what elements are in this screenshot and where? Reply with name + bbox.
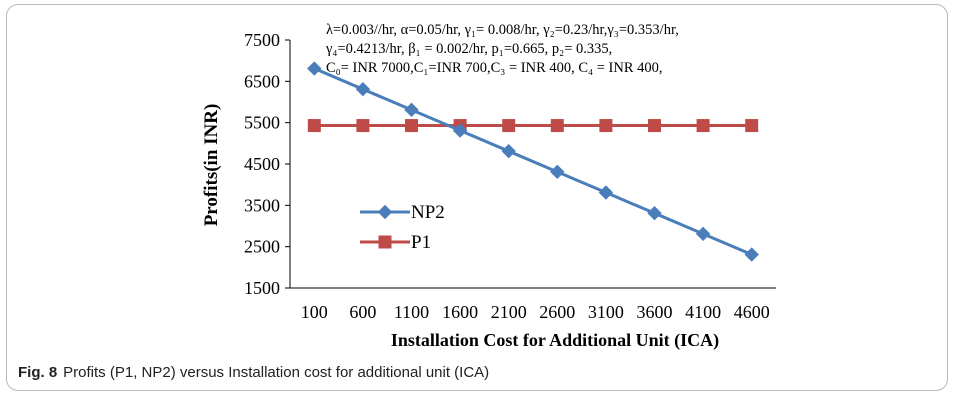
series-np2 xyxy=(307,61,759,262)
y-tick-labels: 1500 2500 3500 4500 5500 6500 7500 xyxy=(244,30,280,298)
point-np2 xyxy=(550,164,565,180)
x-tick-label: 4100 xyxy=(685,302,721,322)
x-tick-label: 1600 xyxy=(442,302,478,322)
point-p1 xyxy=(648,119,661,133)
point-p1 xyxy=(599,119,613,133)
x-tick-label: 2100 xyxy=(491,302,527,322)
y-tick-label: 6500 xyxy=(244,71,280,91)
point-p1 xyxy=(502,119,516,133)
x-tick-label: 3100 xyxy=(588,302,624,322)
chart-axes xyxy=(285,39,776,289)
y-tick-label: 5500 xyxy=(244,113,280,133)
point-np2 xyxy=(647,205,662,221)
caption-text: Profits (P1, NP2) versus Installation co… xyxy=(63,364,490,381)
point-np2 xyxy=(744,247,759,262)
x-tick-label: 600 xyxy=(349,302,376,322)
point-np2 xyxy=(695,226,711,242)
point-p1 xyxy=(307,119,321,133)
line-np2 xyxy=(313,67,753,256)
legend-item-np2: NP2 xyxy=(360,202,445,223)
annotation-line: γ₄=0.4213/hr, β₁ = 0.002/hr, p₁=0.665, p… xyxy=(325,41,612,57)
point-np2 xyxy=(404,102,419,118)
annotation-line: C₀= INR 7000,C₁=INR 700,C₃ = INR 400, C₄… xyxy=(326,60,663,76)
y-tick-label: 7500 xyxy=(244,30,280,50)
y-tick-label: 3500 xyxy=(244,195,280,215)
point-np2 xyxy=(452,123,468,138)
legend-item-p1: P1 xyxy=(360,232,431,253)
y-tick-label: 2500 xyxy=(244,237,280,257)
point-p1 xyxy=(405,119,418,133)
figure-frame xyxy=(6,4,948,391)
y-axis-label: Profits(in INR) xyxy=(201,104,222,227)
point-p1 xyxy=(378,235,392,249)
point-p1 xyxy=(550,119,564,133)
x-tick-label: 3600 xyxy=(637,302,673,322)
point-np2 xyxy=(355,81,371,97)
x-tick-label: 1100 xyxy=(394,302,429,322)
figure-caption: Fig. 8 Profits (P1, NP2) versus Installat… xyxy=(18,364,489,381)
x-axis-label: Installation Cost for Additional Unit (I… xyxy=(391,330,719,351)
y-tick-label: 4500 xyxy=(244,154,280,174)
point-p1 xyxy=(356,119,370,133)
point-np2 xyxy=(598,185,614,200)
x-tick-label: 4600 xyxy=(734,302,770,322)
point-np2 xyxy=(501,143,516,159)
parameter-annotation: λ=0.003//hr, α=0.05/hr, γ₁= 0.008/hr, γ₂… xyxy=(325,22,679,76)
point-np2 xyxy=(307,61,322,76)
point-p1 xyxy=(745,119,759,133)
x-tick-labels: 100 600 1100 1600 2100 2600 3100 3600 4100 4600 xyxy=(301,302,770,322)
series-p1 xyxy=(307,119,759,133)
x-tick-label: 2600 xyxy=(539,302,575,322)
legend-label: NP2 xyxy=(411,202,445,223)
x-tick-label: 100 xyxy=(301,302,328,322)
point-p1 xyxy=(696,119,710,133)
chart-series xyxy=(307,61,759,262)
point-np2 xyxy=(377,204,393,220)
y-tick-label: 1500 xyxy=(244,278,280,298)
annotation-line: λ=0.003//hr, α=0.05/hr, γ₁= 0.008/hr, γ₂… xyxy=(326,22,679,38)
legend-label: P1 xyxy=(411,232,431,253)
figure-number: Fig. 8 xyxy=(18,364,58,381)
